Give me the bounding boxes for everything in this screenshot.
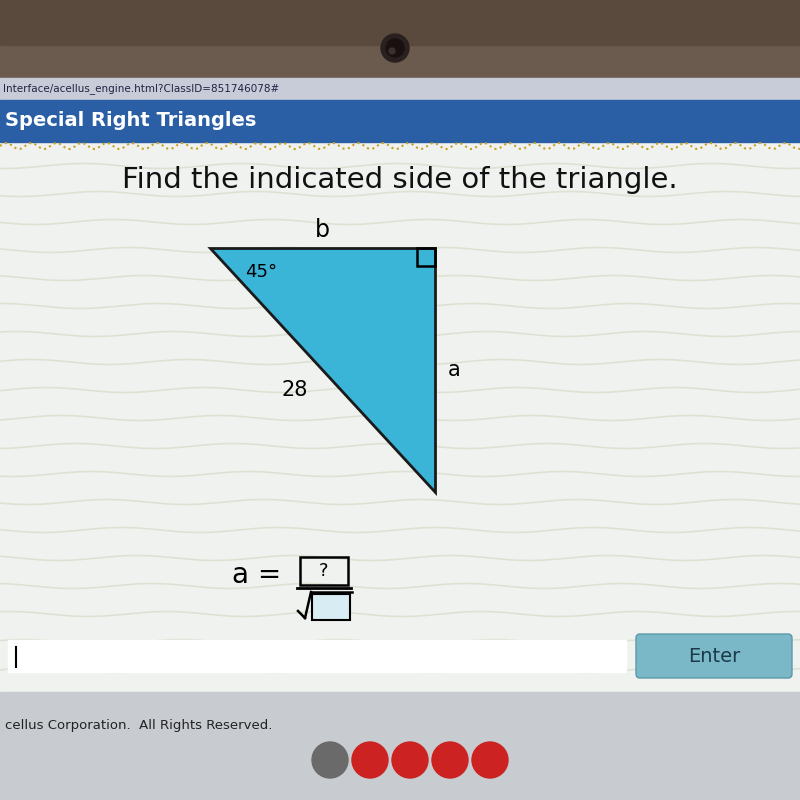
- Text: 28: 28: [282, 380, 308, 400]
- FancyBboxPatch shape: [636, 634, 792, 678]
- Circle shape: [386, 39, 404, 57]
- Text: a: a: [448, 360, 461, 380]
- Text: cellus Corporation.  All Rights Reserved.: cellus Corporation. All Rights Reserved.: [5, 718, 272, 731]
- Circle shape: [312, 742, 348, 778]
- Text: Find the indicated side of the triangle.: Find the indicated side of the triangle.: [122, 166, 678, 194]
- Circle shape: [352, 742, 388, 778]
- Text: 45°: 45°: [245, 263, 277, 281]
- Bar: [417, 248, 435, 266]
- Polygon shape: [210, 248, 435, 492]
- Bar: [0, 78, 800, 100]
- Circle shape: [381, 34, 409, 62]
- Bar: [0, 0, 800, 45]
- Bar: [0, 100, 800, 142]
- Text: b: b: [314, 218, 330, 242]
- Circle shape: [472, 742, 508, 778]
- Bar: [312, 594, 350, 620]
- Bar: [300, 557, 348, 585]
- Circle shape: [389, 48, 395, 54]
- Text: Interface/acellus_engine.html?ClassID=851746078#: Interface/acellus_engine.html?ClassID=85…: [3, 83, 279, 94]
- Text: Special Right Triangles: Special Right Triangles: [5, 111, 256, 130]
- Circle shape: [432, 742, 468, 778]
- Bar: [0, 692, 800, 800]
- Circle shape: [392, 742, 428, 778]
- Text: ?: ?: [319, 562, 329, 580]
- Bar: [0, 0, 800, 80]
- Text: a =: a =: [232, 561, 290, 589]
- Text: Enter: Enter: [688, 646, 740, 666]
- Bar: [8, 640, 626, 672]
- Bar: [0, 142, 800, 700]
